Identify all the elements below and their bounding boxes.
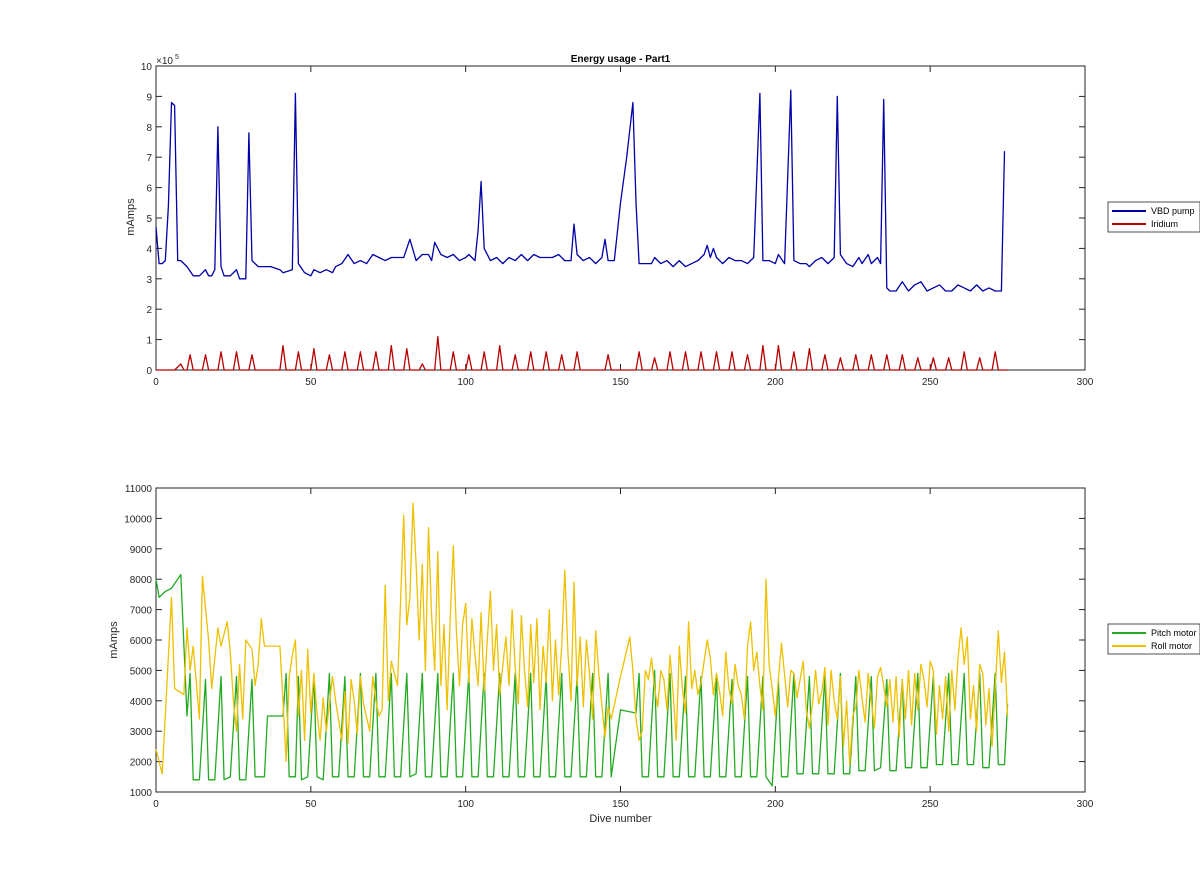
bottom-y-tick-label: 8000 bbox=[130, 575, 153, 586]
top-x-tick-label: 250 bbox=[922, 377, 939, 388]
top-x-tick-label: 100 bbox=[457, 377, 474, 388]
bottom-legend-label: Roll motor bbox=[1151, 641, 1192, 651]
bottom-y-tick-label: 1000 bbox=[130, 788, 153, 799]
bottom-y-tick-label: 3000 bbox=[130, 727, 153, 738]
bottom-legend-label: Pitch motor bbox=[1151, 628, 1197, 638]
top-series-iridium bbox=[156, 335, 1008, 371]
bottom-chart-panel: Dive number mAmps 0 50 100 150 200 250 300 1000… bbox=[108, 484, 1200, 825]
top-y-tick-label: 6 bbox=[146, 184, 152, 195]
top-y-tick-label: 2 bbox=[146, 305, 152, 316]
bottom-x-tick-label: 300 bbox=[1077, 799, 1094, 810]
bottom-x-tick-label: 0 bbox=[153, 799, 159, 810]
bottom-chart-xlabel: Dive number bbox=[589, 813, 652, 825]
top-y-tick-label: 0 bbox=[146, 366, 152, 377]
top-x-tick-label: 300 bbox=[1077, 377, 1094, 388]
top-x-tick-label: 200 bbox=[767, 377, 784, 388]
bottom-x-tick-label: 50 bbox=[305, 799, 317, 810]
top-y-tick-label: 10 bbox=[141, 62, 153, 73]
bottom-x-tick-label: 150 bbox=[612, 799, 629, 810]
bottom-legend-box bbox=[1107, 623, 1200, 655]
bottom-y-tick-label: 11000 bbox=[125, 484, 153, 495]
bottom-x-tick-label: 100 bbox=[457, 799, 474, 810]
top-legend: VBD pump Iridium bbox=[1107, 201, 1200, 233]
bottom-y-tick-label: 5000 bbox=[130, 666, 153, 677]
bottom-y-tick-label: 10000 bbox=[124, 514, 152, 525]
svg-text:5: 5 bbox=[175, 54, 179, 61]
top-chart-ylabel: mAmps bbox=[125, 198, 137, 236]
top-legend-label: VBD pump bbox=[1151, 206, 1195, 216]
bottom-series-roll-motor bbox=[155, 502, 1009, 775]
top-y-tick-label: 7 bbox=[146, 153, 152, 164]
bottom-x-tick-label: 250 bbox=[922, 799, 939, 810]
bottom-series-pitch-motor bbox=[155, 573, 1009, 787]
top-series-vbd-pump bbox=[155, 89, 1006, 292]
top-chart-panel: Energy usage - Part1 mAmps ×10 5 0 50 100 1… bbox=[125, 54, 1200, 388]
bottom-chart-ylabel: mAmps bbox=[108, 621, 120, 659]
top-chart-y-multiplier: ×10 5 bbox=[156, 54, 179, 67]
bottom-y-tick-label: 9000 bbox=[130, 545, 153, 556]
top-y-tick-label: 4 bbox=[146, 244, 152, 255]
top-chart-title: Energy usage - Part1 bbox=[571, 54, 671, 65]
top-x-tick-label: 0 bbox=[153, 377, 159, 388]
bottom-x-tick-label: 200 bbox=[767, 799, 784, 810]
top-legend-box bbox=[1107, 201, 1200, 233]
bottom-legend: Pitch motor Roll motor bbox=[1107, 623, 1200, 655]
top-y-tick-label: 1 bbox=[146, 336, 152, 347]
svg-text:×10: ×10 bbox=[156, 56, 173, 67]
top-y-tick-label: 5 bbox=[146, 214, 152, 225]
top-x-tick-label: 150 bbox=[612, 377, 629, 388]
top-x-tick-label: 50 bbox=[305, 377, 317, 388]
bottom-y-tick-label: 2000 bbox=[130, 758, 153, 769]
top-y-tick-label: 8 bbox=[146, 123, 152, 134]
top-y-tick-label: 9 bbox=[146, 92, 152, 103]
bottom-y-tick-label: 6000 bbox=[130, 636, 153, 647]
top-y-tick-label: 3 bbox=[146, 275, 152, 286]
bottom-y-tick-label: 7000 bbox=[130, 606, 153, 617]
top-legend-label: Iridium bbox=[1151, 219, 1178, 229]
bottom-y-tick-label: 4000 bbox=[130, 697, 153, 708]
